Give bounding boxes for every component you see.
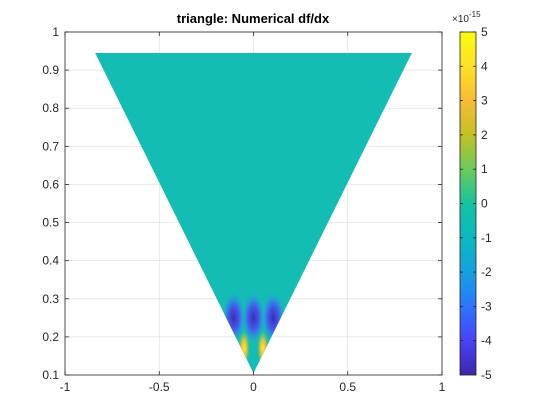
y-tick-label: 0.6 (42, 177, 59, 191)
colorbar-tick-label: -1 (481, 231, 492, 245)
colorbar-tick-label: 5 (481, 25, 488, 39)
colorbar-tick-label: 0 (481, 197, 488, 211)
y-axis: 0.1 0.2 0.3 0.4 0.5 0.6 0.7 0.8 0.9 1 (42, 25, 442, 382)
y-tick-label: 0.3 (42, 292, 59, 306)
negative-error-lobe (241, 291, 266, 345)
colorbar-ticks: -5 -4 -3 -2 -1 0 1 2 3 4 5 (460, 25, 492, 382)
y-tick-label: 0.9 (42, 63, 59, 77)
y-tick-label: 0.8 (42, 101, 59, 115)
colorbar-tick-label: -5 (481, 368, 492, 382)
colorbar-tick-label: -3 (481, 299, 492, 313)
x-tick-label: -0.5 (149, 380, 170, 394)
x-tick-label: 0.5 (339, 380, 356, 394)
y-tick-label: 0.4 (42, 254, 59, 268)
colorbar-exponent: ×10-15 (452, 10, 481, 25)
colorbar-tick-label: 2 (481, 128, 488, 142)
y-tick-label: 1 (52, 25, 59, 39)
x-tick-label: 0 (250, 380, 257, 394)
y-tick-label: 0.2 (42, 330, 59, 344)
colorbar-tick-label: 4 (481, 59, 488, 73)
chart-title: triangle: Numerical df/dx (177, 11, 330, 26)
x-tick-label: 1 (439, 380, 446, 394)
colorbar-tick-label: 3 (481, 94, 488, 108)
colorbar-tick-label: 1 (481, 162, 488, 176)
y-tick-label: 0.1 (42, 368, 59, 382)
colorbar-tick-label: -2 (481, 265, 492, 279)
x-axis: -1 -0.5 0 0.5 1 (60, 32, 446, 394)
colorbar-tick-label: -4 (481, 334, 492, 348)
y-tick-label: 0.7 (42, 139, 59, 153)
x-tick-label: -1 (60, 380, 71, 394)
triangle-domain (95, 52, 412, 374)
y-tick-label: 0.5 (42, 216, 59, 230)
